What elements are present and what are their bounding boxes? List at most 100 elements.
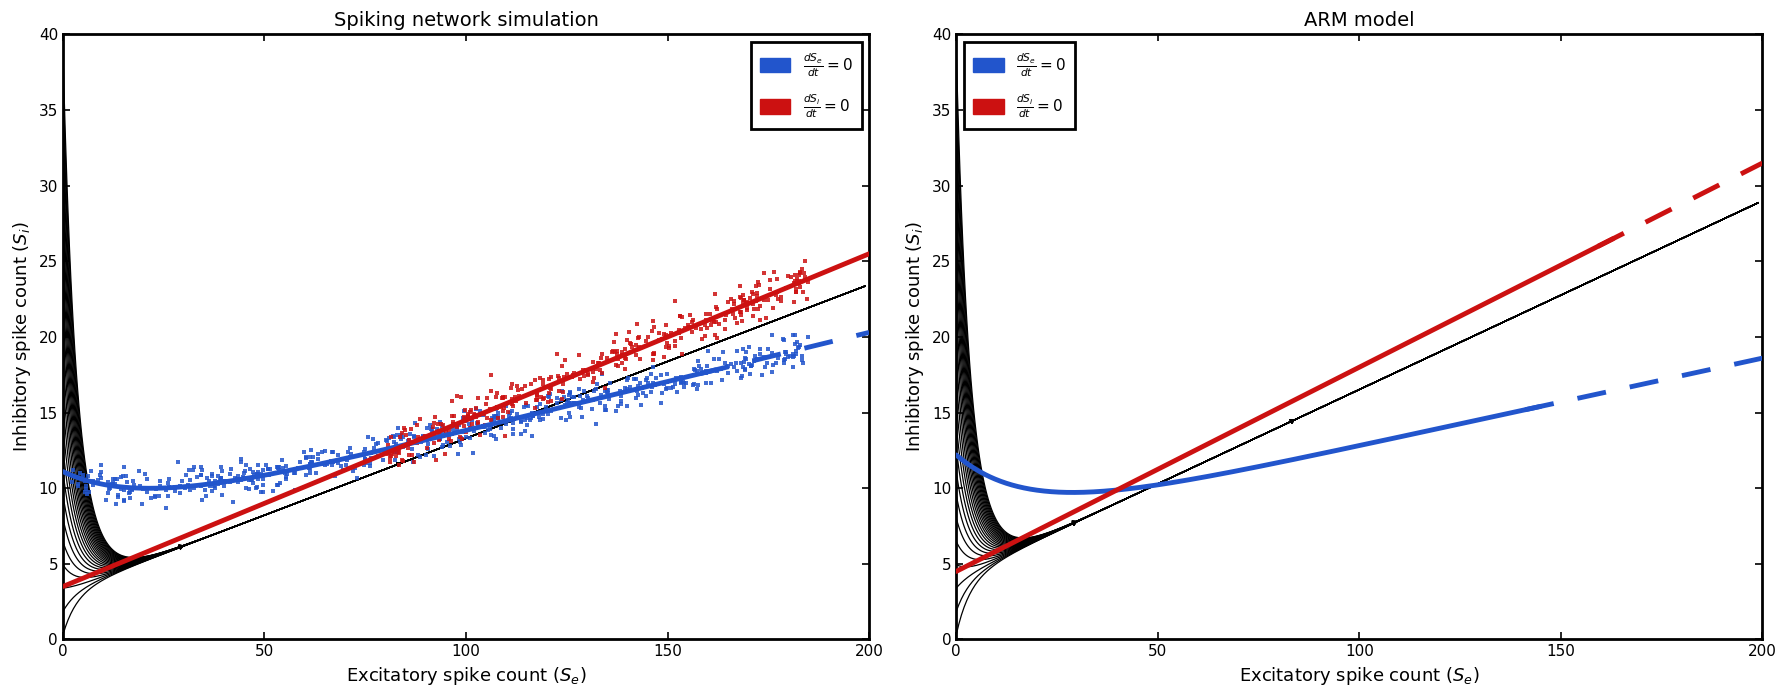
Point bbox=[318, 447, 347, 458]
Point bbox=[785, 267, 814, 278]
Point bbox=[624, 332, 653, 343]
Point bbox=[481, 412, 510, 423]
Point bbox=[774, 271, 803, 282]
Point bbox=[524, 411, 552, 422]
Point bbox=[781, 339, 810, 350]
Point bbox=[356, 448, 384, 459]
Point bbox=[198, 480, 227, 491]
Point bbox=[315, 456, 343, 468]
Point bbox=[295, 468, 324, 479]
Point bbox=[613, 373, 642, 384]
Point bbox=[102, 474, 131, 485]
Point bbox=[395, 434, 424, 445]
Point bbox=[579, 373, 608, 384]
Point bbox=[570, 385, 599, 396]
Point bbox=[492, 401, 520, 412]
Point bbox=[626, 353, 654, 364]
Point bbox=[728, 370, 756, 381]
Point bbox=[408, 431, 436, 443]
Point bbox=[402, 435, 431, 446]
Point bbox=[653, 368, 681, 379]
Point bbox=[229, 472, 257, 483]
Point bbox=[758, 366, 787, 378]
Point bbox=[731, 352, 760, 364]
Point bbox=[204, 478, 232, 489]
Point bbox=[529, 408, 558, 419]
Point bbox=[109, 484, 138, 496]
Point bbox=[361, 438, 390, 450]
Point bbox=[179, 464, 207, 475]
Point bbox=[477, 419, 506, 431]
Point bbox=[719, 309, 747, 320]
Point bbox=[443, 390, 472, 401]
Point bbox=[726, 306, 755, 318]
Point bbox=[717, 294, 746, 305]
Point bbox=[780, 350, 808, 361]
Point bbox=[232, 482, 261, 493]
Point bbox=[390, 422, 418, 433]
Point bbox=[395, 434, 424, 445]
Point bbox=[265, 465, 293, 476]
Point bbox=[70, 475, 98, 487]
Point bbox=[660, 374, 688, 385]
Point bbox=[460, 409, 488, 420]
Point bbox=[527, 392, 556, 403]
Point bbox=[536, 384, 565, 395]
Point bbox=[583, 378, 611, 389]
Point bbox=[588, 369, 617, 380]
Point bbox=[642, 373, 670, 384]
Point bbox=[72, 483, 100, 494]
Point bbox=[245, 460, 274, 471]
Point bbox=[517, 378, 545, 389]
Point bbox=[492, 418, 520, 429]
Point bbox=[109, 461, 138, 473]
Point bbox=[651, 320, 679, 331]
Point bbox=[620, 373, 649, 385]
Point bbox=[98, 478, 127, 489]
Point bbox=[215, 476, 243, 487]
Point bbox=[611, 353, 640, 364]
Point bbox=[281, 467, 309, 478]
Point bbox=[751, 362, 780, 373]
Point bbox=[293, 461, 322, 473]
Point bbox=[388, 428, 417, 439]
Point bbox=[687, 364, 715, 375]
Point bbox=[685, 361, 713, 372]
Point bbox=[781, 283, 810, 295]
Point bbox=[438, 429, 467, 440]
Point bbox=[386, 433, 415, 445]
Point bbox=[206, 475, 234, 486]
Point bbox=[499, 423, 527, 434]
Point bbox=[397, 424, 426, 435]
Point bbox=[756, 283, 785, 294]
Point bbox=[240, 467, 268, 478]
Point bbox=[147, 480, 175, 491]
Point bbox=[445, 436, 474, 447]
Point bbox=[383, 446, 411, 457]
Point bbox=[608, 396, 637, 407]
Point bbox=[669, 348, 697, 359]
Point bbox=[692, 322, 721, 334]
Point bbox=[207, 473, 236, 484]
Point bbox=[733, 303, 762, 314]
Point bbox=[578, 357, 606, 368]
Point bbox=[388, 432, 417, 443]
Point bbox=[86, 459, 114, 470]
Point bbox=[615, 382, 644, 393]
Point bbox=[590, 404, 619, 415]
Point bbox=[66, 468, 95, 479]
Point bbox=[551, 391, 579, 402]
Point bbox=[388, 454, 417, 466]
Point bbox=[522, 394, 551, 406]
Point bbox=[794, 332, 822, 343]
Point bbox=[161, 483, 190, 494]
Point bbox=[413, 423, 442, 434]
Point bbox=[565, 402, 594, 413]
Point bbox=[73, 488, 102, 499]
Point bbox=[735, 341, 763, 352]
Point bbox=[383, 429, 411, 440]
Point bbox=[379, 442, 408, 453]
Point bbox=[717, 359, 746, 370]
Point bbox=[122, 482, 150, 493]
Point bbox=[774, 352, 803, 363]
